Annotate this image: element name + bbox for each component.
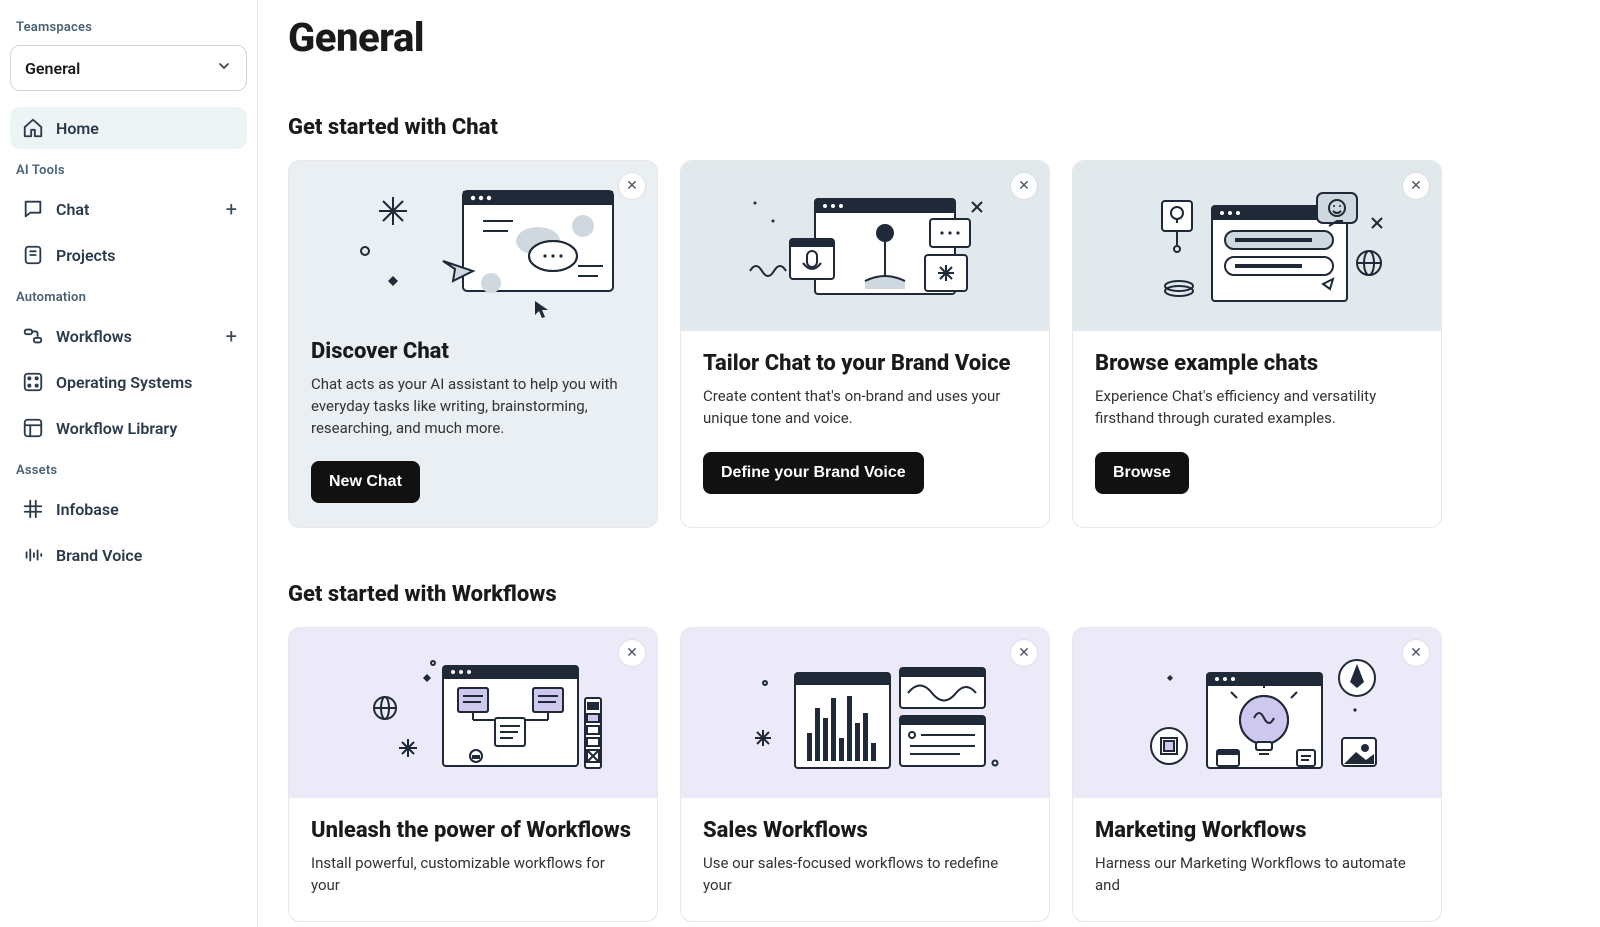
sidebar-section-teamspaces: Teamspaces [6,10,251,41]
close-icon[interactable]: ✕ [1403,173,1429,199]
teamspace-selected-label: General [25,59,80,78]
sidebar-item-label: Projects [56,246,116,265]
card-description: Create content that's on-brand and uses … [703,386,1027,430]
close-icon[interactable]: ✕ [619,173,645,199]
sidebar-item-infobase[interactable]: Infobase [10,488,247,530]
chevron-down-icon [216,58,232,78]
projects-icon [22,244,44,266]
card-description: Use our sales-focused workflows to redef… [703,853,1027,897]
sidebar-item-label: Home [56,119,99,138]
card-sales-workflows: ✕ [680,627,1050,922]
card-illustration [681,628,1049,798]
card-illustration [1073,628,1441,798]
sidebar-item-workflow-library[interactable]: Workflow Library [10,407,247,449]
home-icon [22,117,44,139]
sidebar-item-home[interactable]: Home [10,107,247,149]
card-discover-chat: ✕ [288,160,658,528]
infobase-icon [22,498,44,520]
close-icon[interactable]: ✕ [1011,173,1037,199]
chat-icon [22,198,44,220]
card-title: Discover Chat [311,339,635,364]
card-description: Harness our Marketing Workflows to autom… [1095,853,1419,897]
card-title: Marketing Workflows [1095,818,1419,843]
browse-examples-button[interactable]: Browse [1095,452,1189,494]
sidebar-item-brand-voice[interactable]: Brand Voice [10,534,247,576]
sidebar-item-label: Infobase [56,500,119,519]
workflows-icon [22,325,44,347]
card-illustration [681,161,1049,331]
card-brand-voice: ✕ [680,160,1050,528]
card-title: Unleash the power of Workflows [311,818,635,843]
sidebar-item-projects[interactable]: Projects [10,234,247,276]
new-chat-button[interactable]: New Chat [311,461,420,503]
chat-cards-row: ✕ [288,160,1560,528]
sidebar-section-automation: Automation [6,280,251,311]
sidebar-item-label: Workflow Library [56,419,177,438]
card-title: Tailor Chat to your Brand Voice [703,351,1027,376]
card-description: Experience Chat's efficiency and versati… [1095,386,1419,430]
sidebar-item-operating-systems[interactable]: Operating Systems [10,361,247,403]
page-title: General [288,14,1560,61]
workflow-cards-row: ✕ [288,627,1560,922]
sidebar-section-assets: Assets [6,453,251,484]
card-title: Sales Workflows [703,818,1027,843]
teamspace-selector[interactable]: General [10,45,247,91]
brand-voice-icon [22,544,44,566]
card-unleash-workflows: ✕ [288,627,658,922]
section-title-workflows: Get started with Workflows [288,582,1560,607]
card-description: Install powerful, customizable workflows… [311,853,635,897]
add-workflow-button[interactable]: + [226,324,237,348]
card-illustration [1073,161,1441,331]
sidebar-item-chat[interactable]: Chat + [10,188,247,230]
sidebar: Teamspaces General Home AI Tools Chat + … [0,0,258,927]
section-title-chat: Get started with Chat [288,115,1560,140]
card-marketing-workflows: ✕ [1072,627,1442,922]
sidebar-section-ai-tools: AI Tools [6,153,251,184]
card-illustration [289,628,657,798]
sidebar-item-label: Workflows [56,327,132,346]
card-illustration [289,161,657,331]
card-title: Browse example chats [1095,351,1419,376]
sidebar-item-label: Operating Systems [56,373,192,392]
operating-systems-icon [22,371,44,393]
main-content: General Get started with Chat ✕ [258,0,1600,927]
add-chat-button[interactable]: + [226,197,237,221]
define-brand-voice-button[interactable]: Define your Brand Voice [703,452,924,494]
sidebar-item-label: Brand Voice [56,546,142,565]
sidebar-item-label: Chat [56,200,89,219]
workflow-library-icon [22,417,44,439]
card-description: Chat acts as your AI assistant to help y… [311,374,635,439]
sidebar-item-workflows[interactable]: Workflows + [10,315,247,357]
card-browse-examples: ✕ [1072,160,1442,528]
